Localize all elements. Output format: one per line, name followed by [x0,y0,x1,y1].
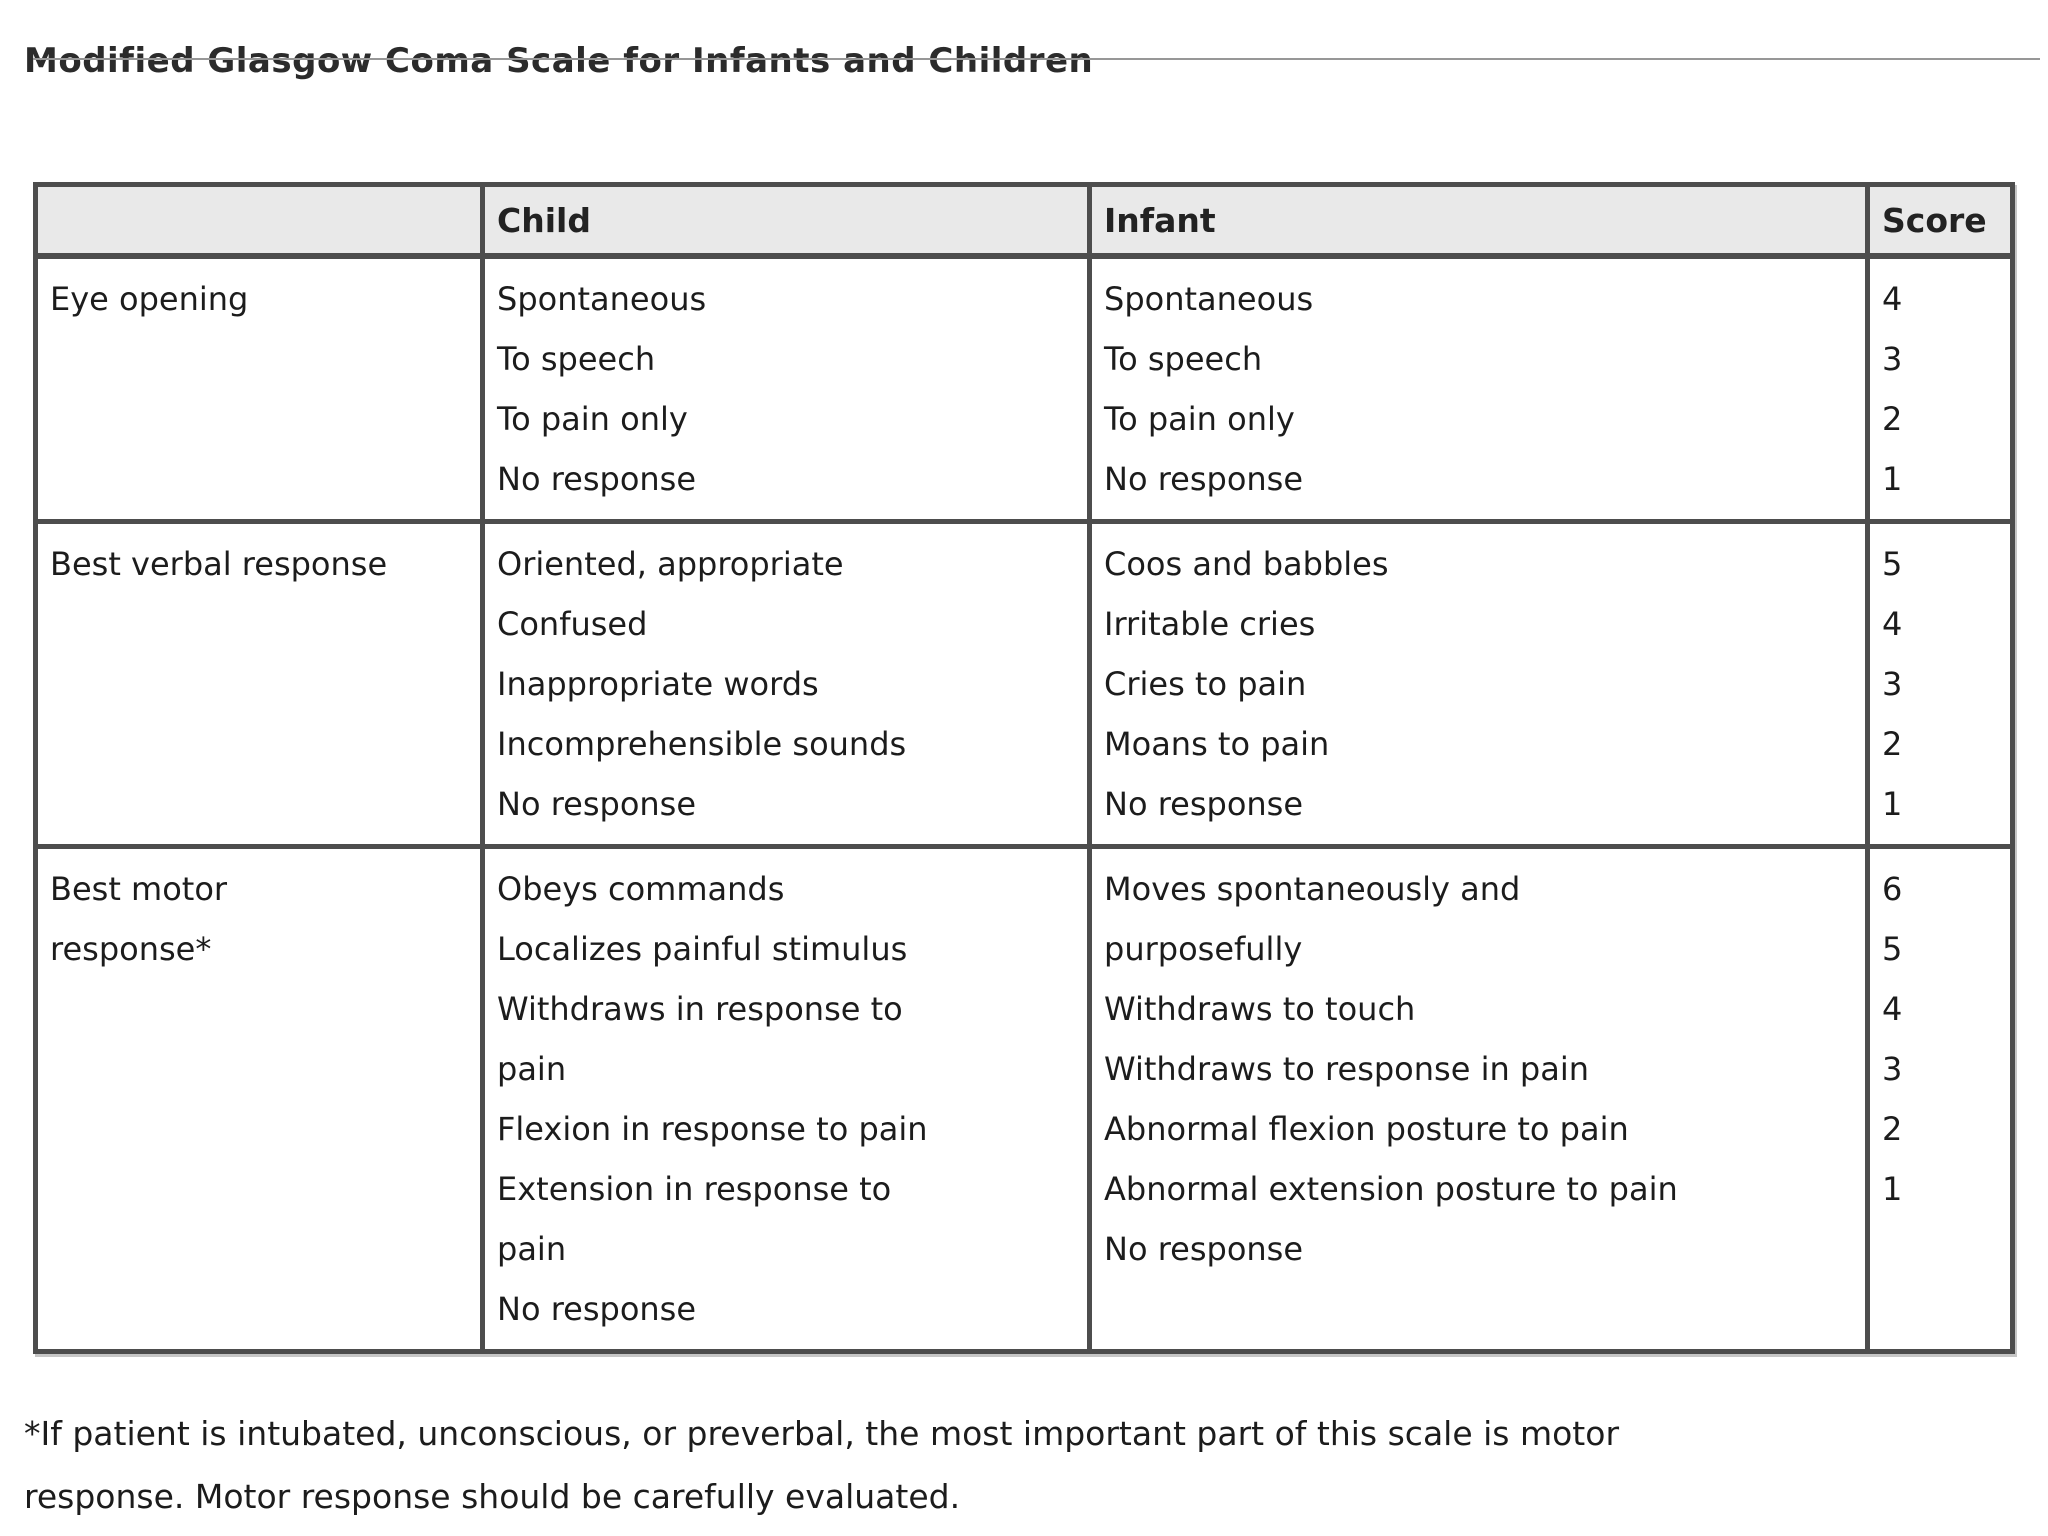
cell-line: 5 [1882,545,1903,583]
infant-cell-best-verbal-response: Coos and babbles Irritable cries Cries to … [1087,519,1870,849]
child-cell-best-verbal-response: Oriented, appropriate Confused Inappropria… [480,519,1092,849]
cell-line: pain [497,1230,567,1268]
cell-line: To speech [497,340,656,378]
cell-line: Incomprehensible sounds [497,725,907,763]
cell-line: Eye opening [50,280,249,318]
cell-line: 3 [1882,665,1903,703]
cell-line: 6 [1882,870,1903,908]
cell-line: Coos and babbles [1104,545,1389,583]
cell-line: No response [497,460,697,498]
cell-line: 2 [1882,725,1903,763]
table-row-best-motor-response: Best motor response* Obeys commands Locali… [33,844,2015,1354]
infant-cell-best-motor-response: Moves spontaneously and purposefully Withd… [1087,844,1870,1354]
cell-line: Spontaneous [1104,280,1314,318]
cell-line: Spontaneous [497,280,707,318]
cell-line: 2 [1882,400,1903,438]
cell-line: 1 [1882,1170,1903,1208]
cell-line: No response [1104,1230,1304,1268]
table-row-eye-opening: Eye opening Spontaneous To speech To pain … [33,253,2015,524]
cell-line: Obeys commands [497,870,785,908]
cell-line: Withdraws to touch [1104,990,1416,1028]
cell-line: 1 [1882,785,1903,823]
cell-line: Flexion in response to pain [497,1110,928,1148]
cell-line: Withdraws in response to [497,990,903,1028]
table-body: Eye opening Spontaneous To speech To pain … [33,253,2015,1354]
header-child: Child [480,182,1092,259]
score-cell-best-verbal-response: 5 4 3 2 1 [1865,519,2015,849]
cell-line: To pain only [1104,400,1295,438]
row-label-eye-opening: Eye opening [33,253,485,524]
header-row: Child Infant Score [33,182,2015,259]
infant-cell-eye-opening: Spontaneous To speech To pain only No respo… [1087,253,1870,524]
cell-line: 3 [1882,1050,1903,1088]
cell-line: Localizes painful stimulus [497,930,908,968]
cell-line: No response [1104,785,1304,823]
cell-line: Abnormal flexion posture to pain [1104,1110,1629,1148]
cell-line: 4 [1882,990,1903,1028]
child-cell-best-motor-response: Obeys commands Localizes painful stimulus… [480,844,1092,1354]
cell-line: Moans to pain [1104,725,1330,763]
cell-line: 3 [1882,340,1903,378]
footnote: *If patient is intubated, unconscious, o… [24,1402,2048,1528]
cell-line: No response [1104,460,1304,498]
cell-line: No response [497,785,697,823]
cell-line: 2 [1882,1110,1903,1148]
score-cell-eye-opening: 4 3 2 1 [1865,253,2015,524]
row-label-best-motor-response: Best motor response* [33,844,485,1354]
child-cell-eye-opening: Spontaneous To speech To pain only No respo… [480,253,1092,524]
cell-line: purposefully [1104,930,1303,968]
cell-line: response. Motor response should be caref… [24,1477,961,1516]
header-row-label-cell [33,182,485,259]
cell-line: 4 [1882,280,1903,318]
cell-line: Withdraws to response in pain [1104,1050,1589,1088]
page-title: Modified Glasgow Coma Scale for Infants … [24,41,1094,81]
cell-line: To speech [1104,340,1263,378]
cell-line: No response [497,1290,697,1328]
cell-line: Inappropriate words [497,665,819,703]
header-score: Score [1865,182,2015,259]
cell-line: pain [497,1050,567,1088]
header-infant: Infant [1087,182,1870,259]
cell-line: 1 [1882,460,1903,498]
cell-line: Best motor [50,870,228,908]
cell-line: 4 [1882,605,1903,643]
cell-line: Confused [497,605,648,643]
cell-line: Cries to pain [1104,665,1307,703]
cell-line: Oriented, appropriate [497,545,844,583]
cell-line: Abnormal extension posture to pain [1104,1170,1678,1208]
gcs-table: Child Infant Score Eye opening Spontaneo… [33,182,2015,1354]
row-label-best-verbal-response: Best verbal response [33,519,485,849]
top-rule [33,58,2040,60]
cell-line: To pain only [497,400,688,438]
score-cell-best-motor-response: 6 5 4 3 2 1 [1865,844,2015,1354]
table-header: Child Infant Score [33,182,2015,259]
cell-line: Moves spontaneously and [1104,870,1521,908]
cell-line: *If patient is intubated, unconscious, o… [24,1414,1620,1453]
table-row-best-verbal-response: Best verbal response Oriented, appropria… [33,519,2015,849]
cell-line: Extension in response to [497,1170,892,1208]
cell-line: response* [50,930,212,968]
cell-line: Best verbal response [50,545,388,583]
cell-line: 5 [1882,930,1903,968]
cell-line: Irritable cries [1104,605,1316,643]
